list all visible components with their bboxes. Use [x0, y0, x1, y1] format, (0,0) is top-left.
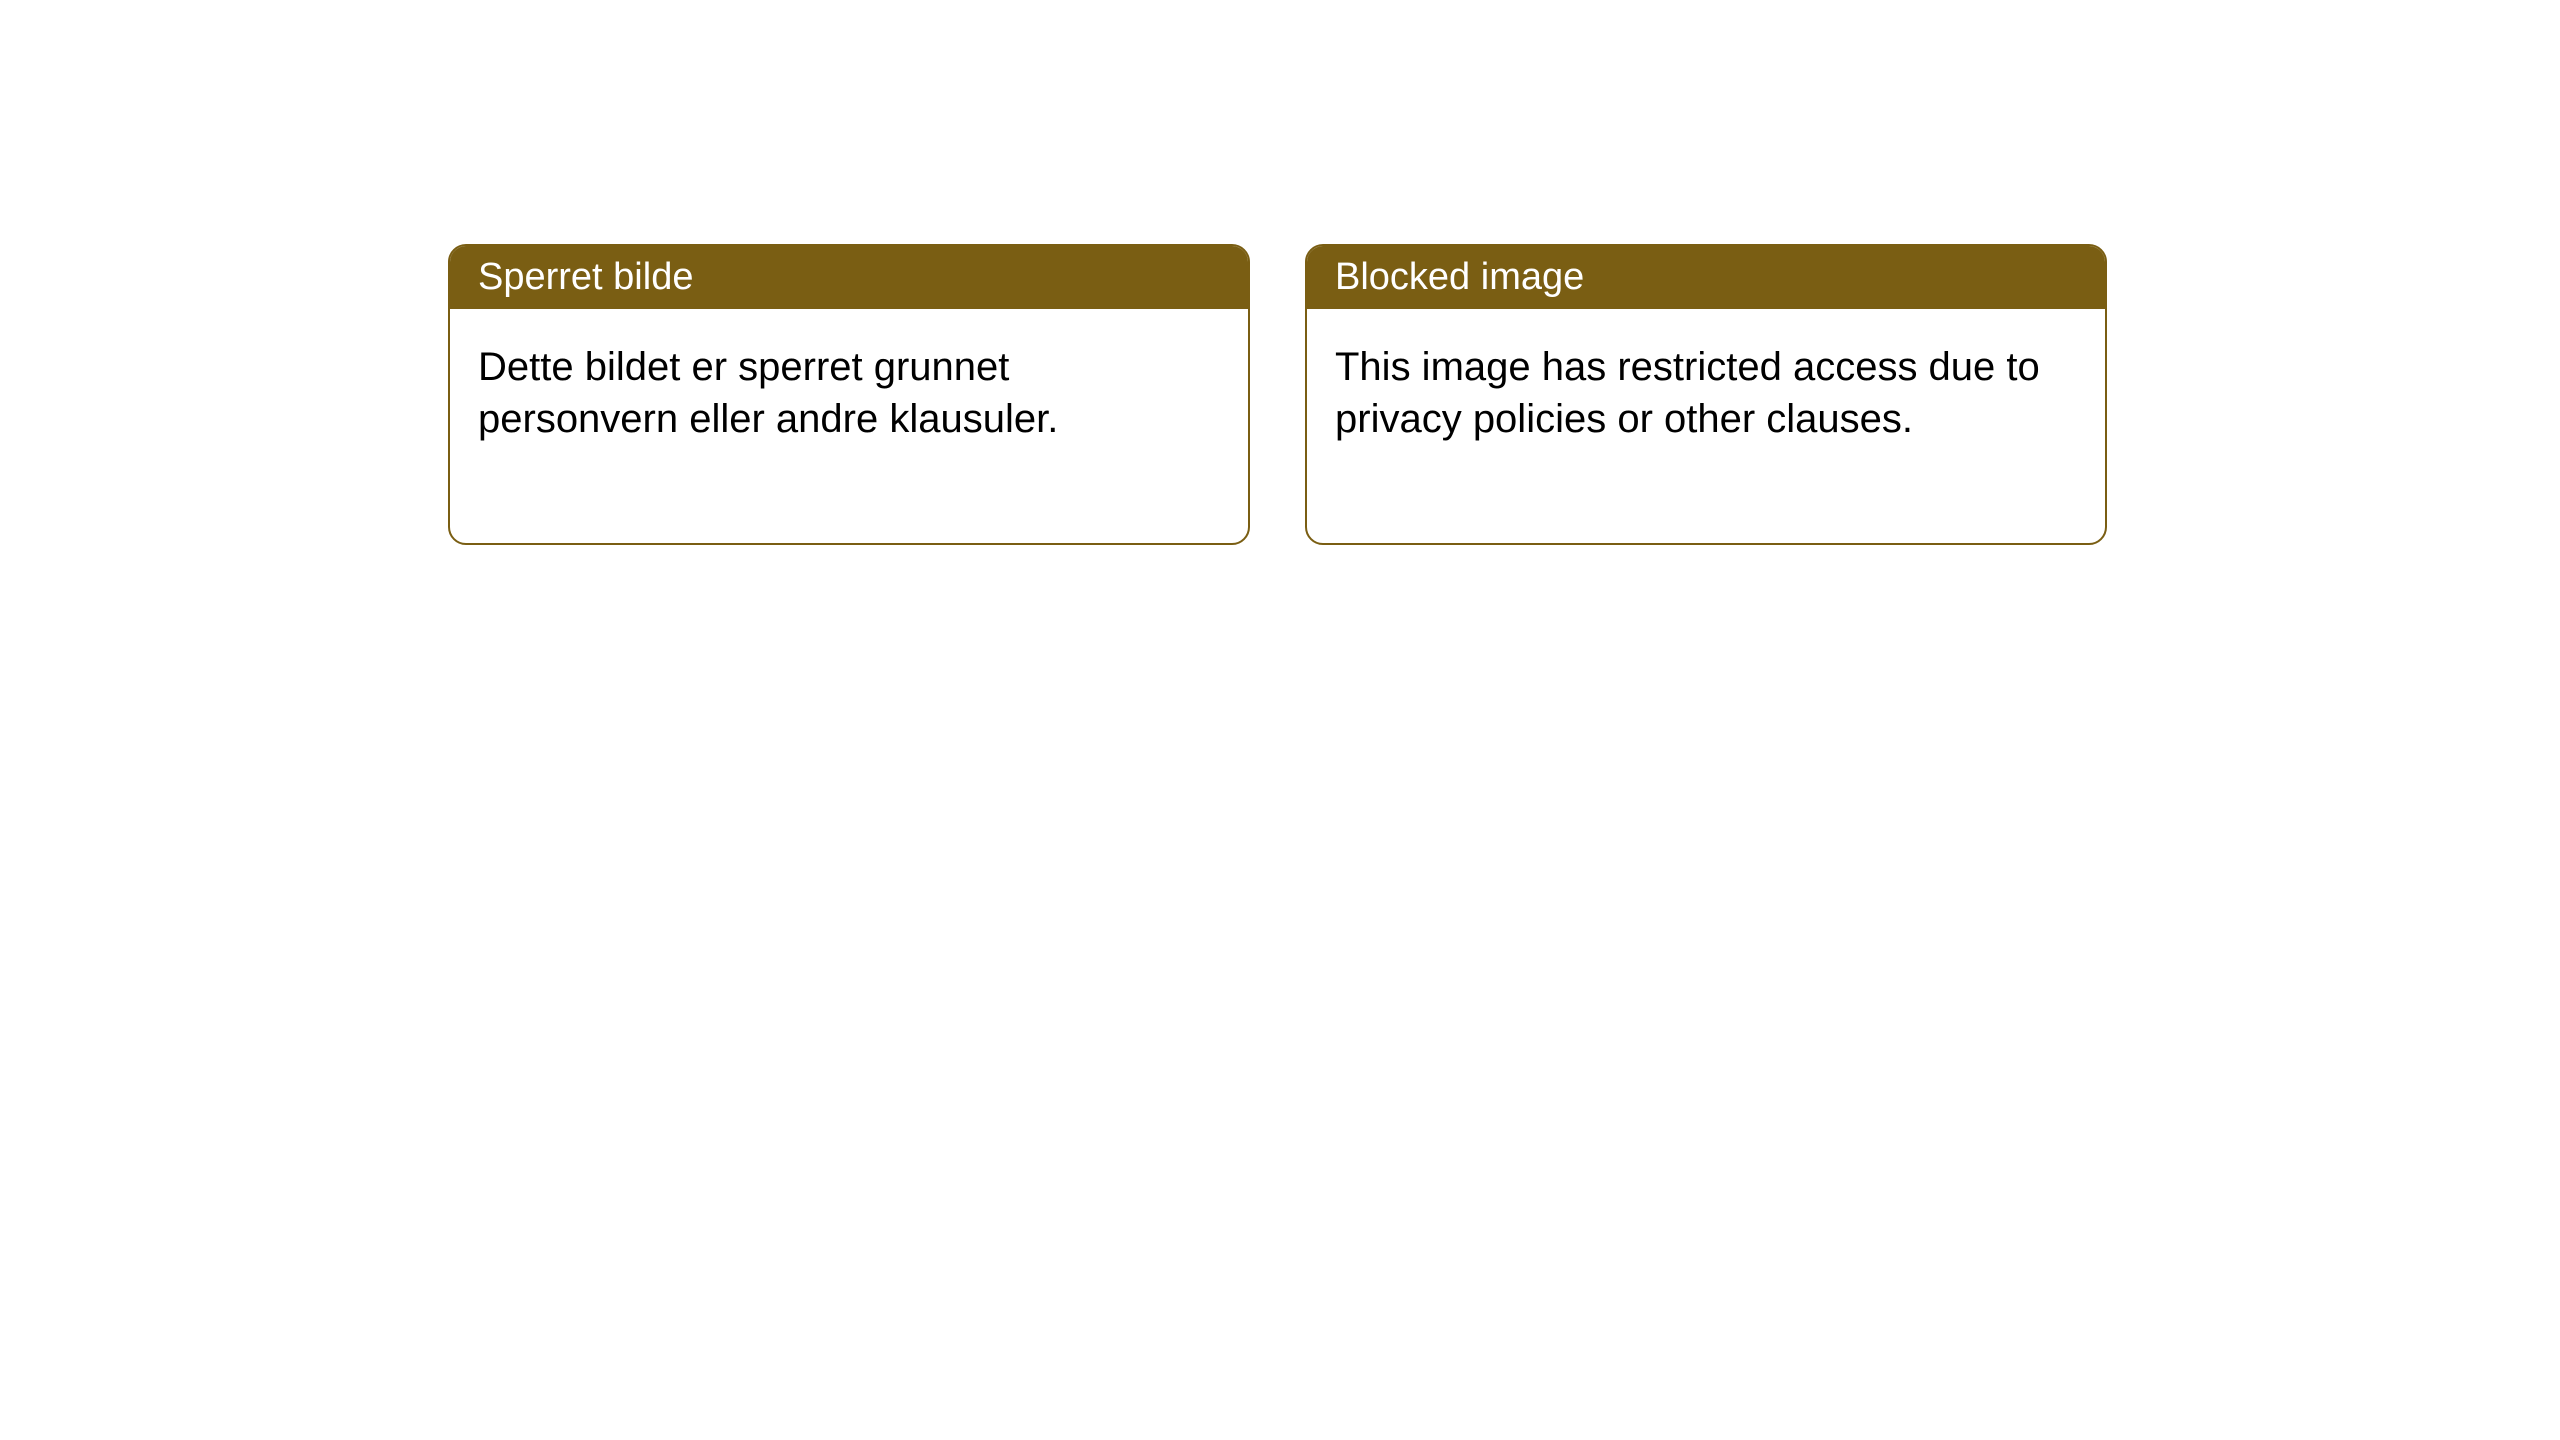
card-body-english: This image has restricted access due to … [1307, 309, 2105, 543]
card-title-english: Blocked image [1307, 246, 2105, 309]
card-title-norwegian: Sperret bilde [450, 246, 1248, 309]
blocked-image-card-english: Blocked image This image has restricted … [1305, 244, 2107, 545]
notice-cards-container: Sperret bilde Dette bildet er sperret gr… [0, 0, 2560, 545]
blocked-image-card-norwegian: Sperret bilde Dette bildet er sperret gr… [448, 244, 1250, 545]
card-body-norwegian: Dette bildet er sperret grunnet personve… [450, 309, 1248, 543]
